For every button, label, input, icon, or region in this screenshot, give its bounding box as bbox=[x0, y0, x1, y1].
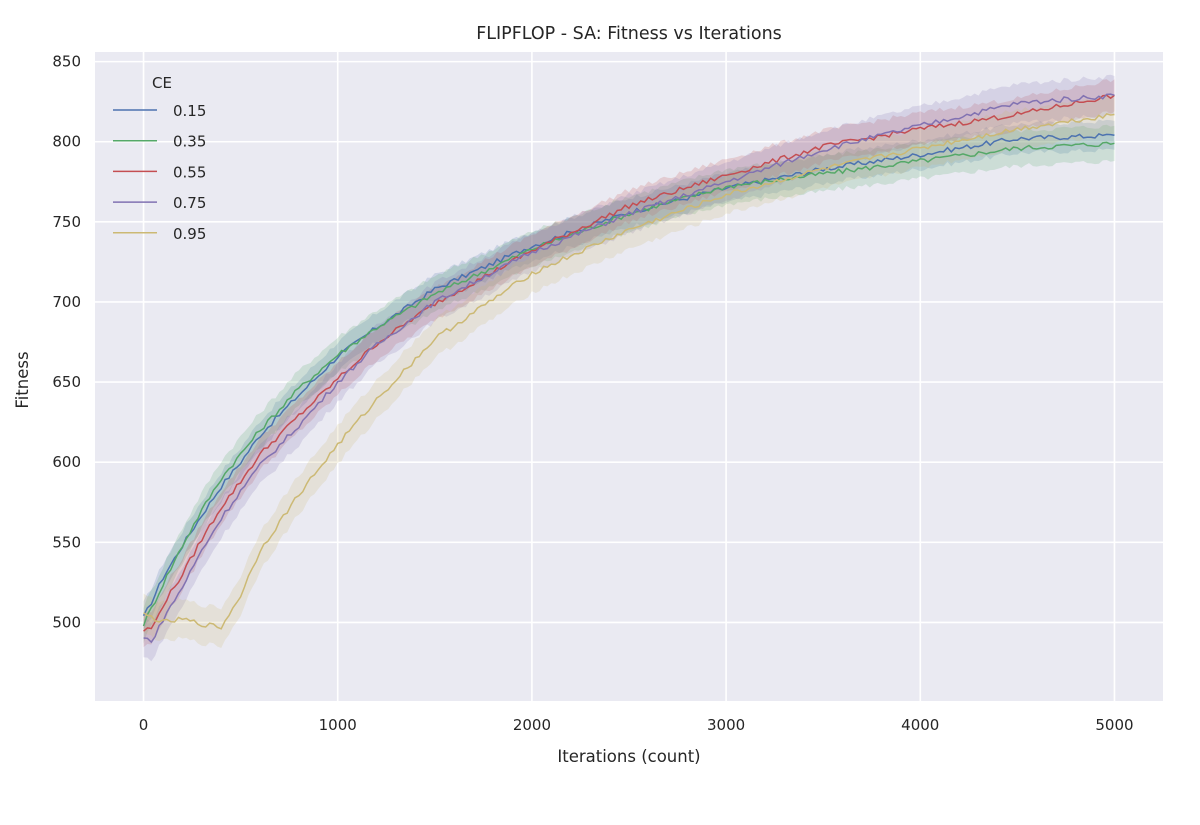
series-line-0.95 bbox=[143, 113, 1115, 630]
x-tick-label: 0 bbox=[139, 716, 149, 734]
x-tick-labels: 0 1000 2000 3000 4000 5000 bbox=[139, 716, 1134, 734]
legend-label-0.35: 0.35 bbox=[173, 133, 206, 151]
series-lines bbox=[142, 93, 1115, 644]
x-tick-label: 1000 bbox=[319, 716, 357, 734]
y-tick-label: 750 bbox=[52, 213, 81, 231]
y-tick-label: 650 bbox=[52, 373, 81, 391]
series-band-0.95 bbox=[143, 94, 1115, 648]
y-tick-label: 600 bbox=[52, 453, 81, 471]
series-line-0.35 bbox=[142, 141, 1115, 627]
plot-area-background bbox=[95, 52, 1163, 701]
series-line-0.55 bbox=[143, 94, 1115, 632]
chart-title: FLIPFLOP - SA: Fitness vs Iterations bbox=[476, 24, 782, 44]
y-tick-label: 850 bbox=[52, 53, 81, 71]
legend-label-0.75: 0.75 bbox=[173, 194, 206, 212]
series-line-0.15 bbox=[142, 133, 1115, 617]
y-tick-label: 700 bbox=[52, 293, 81, 311]
y-tick-labels: 500 550 600 650 700 750 800 850 bbox=[52, 53, 81, 632]
series-band-0.55 bbox=[143, 79, 1115, 648]
x-tick-label: 4000 bbox=[901, 716, 939, 734]
legend-label-0.55: 0.55 bbox=[173, 163, 206, 181]
y-tick-label: 550 bbox=[52, 533, 81, 551]
grid bbox=[95, 52, 1163, 701]
series-line-0.75 bbox=[143, 93, 1115, 644]
legend-label-0.15: 0.15 bbox=[173, 102, 206, 120]
x-axis-label: Iterations (count) bbox=[557, 747, 700, 766]
x-tick-label: 5000 bbox=[1095, 716, 1133, 734]
legend: CE 0.15 0.35 0.55 0.75 0.95 bbox=[113, 74, 206, 243]
y-axis-label: Fitness bbox=[13, 351, 32, 408]
series-band-0.75 bbox=[143, 74, 1115, 662]
legend-label-0.95: 0.95 bbox=[173, 225, 206, 243]
x-tick-label: 3000 bbox=[707, 716, 745, 734]
legend-title: CE bbox=[152, 74, 172, 92]
y-tick-label: 800 bbox=[52, 133, 81, 151]
y-tick-label: 500 bbox=[52, 613, 81, 631]
x-tick-label: 2000 bbox=[513, 716, 551, 734]
series-band-0.15 bbox=[143, 119, 1115, 631]
